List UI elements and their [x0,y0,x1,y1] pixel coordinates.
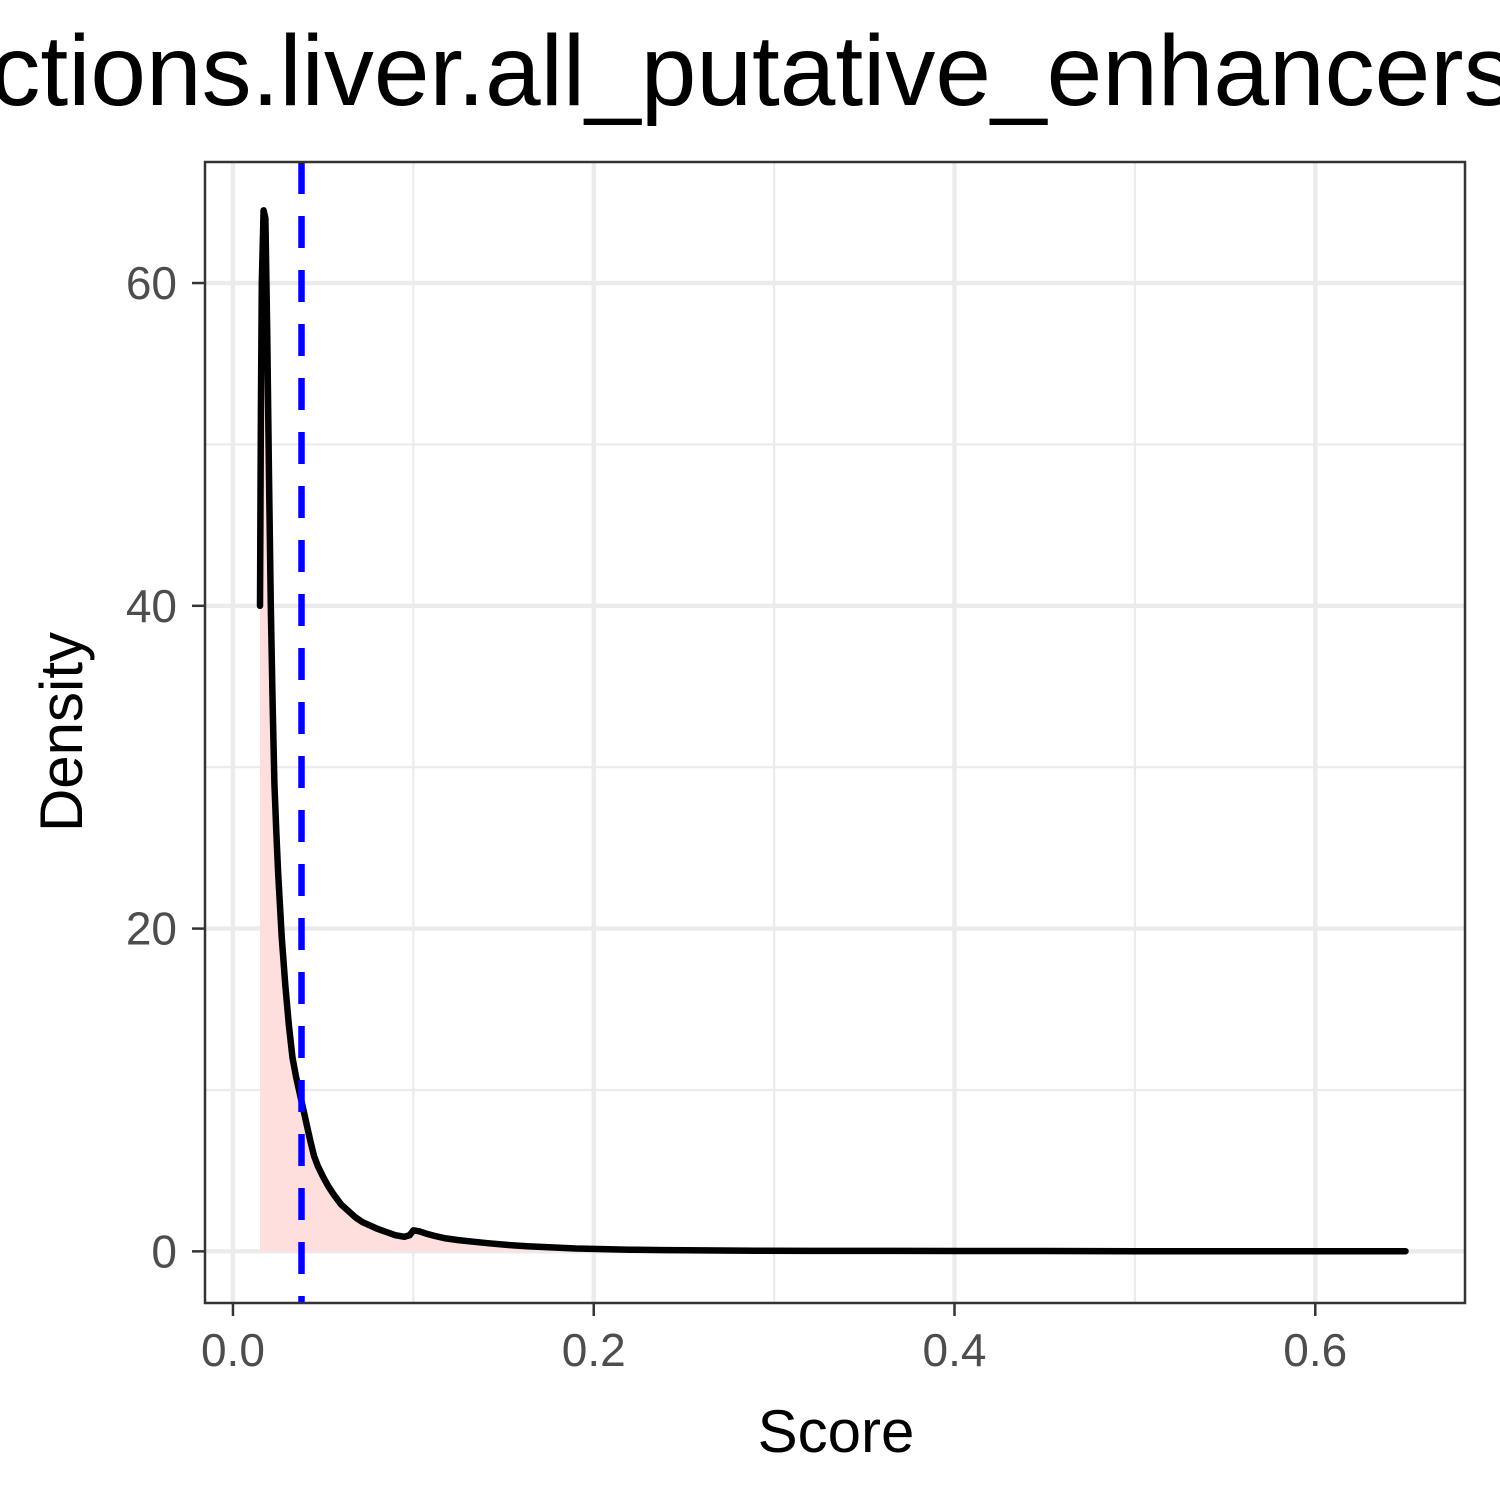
y-tick-label: 20 [126,903,177,955]
y-tick-label: 40 [126,580,177,632]
x-tick-label: 0.2 [562,1324,626,1376]
axes: 0.0 0.2 0.4 0.6 0 20 40 60 [126,257,1347,1376]
panel-border [203,160,1467,1305]
x-tick-label: 0.4 [923,1324,987,1376]
y-tick-label: 60 [126,257,177,309]
x-axis-title: Score [758,1398,915,1465]
chart-title: ctions.liver.all_putative_enhancers [0,15,1500,127]
density-line [256,207,1409,1255]
x-tick-label: 0.6 [1283,1324,1347,1376]
y-tick-label: 0 [151,1225,177,1277]
density-line-layer [256,207,1409,1255]
x-tick-label: 0.0 [201,1324,265,1376]
y-axis-title: Density [28,632,95,832]
panel-background [205,162,1465,1303]
